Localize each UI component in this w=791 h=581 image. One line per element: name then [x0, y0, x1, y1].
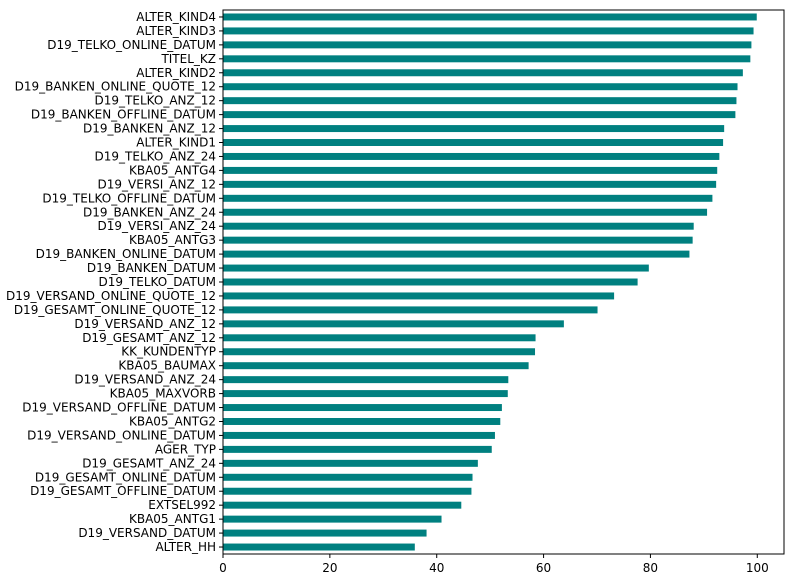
y-tick-label: KBA05_MAXVORB	[110, 387, 216, 401]
y-tick-label: D19_BANKEN_ANZ_24	[83, 205, 216, 219]
bar	[223, 529, 427, 537]
x-tick-label: 80	[643, 561, 658, 575]
y-tick-label: D19_VERSAND_ONLINE_DATUM	[27, 428, 216, 442]
y-tick-label: D19_BANKEN_ONLINE_DATUM	[36, 247, 216, 261]
bar	[223, 27, 754, 35]
y-tick-label: KK_KUNDENTYP	[121, 345, 216, 359]
bar	[223, 139, 724, 146]
bar	[223, 348, 536, 356]
y-tick-label: D19_VERSI_ANZ_24	[98, 219, 216, 233]
y-tick-label: D19_BANKEN_OFFLINE_DATUM	[31, 108, 216, 122]
x-axis: 0 20 40 60 80 100	[219, 554, 769, 575]
bar	[223, 55, 751, 63]
bar	[223, 320, 564, 328]
bar	[223, 487, 472, 495]
y-tick-label: D19_VERSAND_ONLINE_QUOTE_12	[6, 289, 216, 303]
bar	[223, 208, 708, 216]
y-tick-label: KBA05_BAUMAX	[118, 359, 216, 373]
x-tick-label: 0	[219, 561, 227, 575]
y-tick-label: KBA05_ANTG2	[129, 414, 216, 428]
bar	[223, 125, 725, 133]
bar	[223, 194, 713, 202]
bar	[223, 152, 720, 160]
bar	[223, 501, 462, 509]
y-tick-label: D19_VERSAND_ANZ_12	[74, 317, 216, 331]
y-tick-label: D19_BANKEN_DATUM	[87, 261, 216, 275]
y-axis: ALTER_KIND4ALTER_KIND3D19_TELKO_ONLINE_D…	[6, 10, 223, 554]
y-tick-label: D19_GESAMT_ANZ_12	[82, 331, 216, 345]
bar	[223, 376, 509, 384]
y-tick-label: D19_GESAMT_ANZ_24	[82, 456, 216, 470]
y-tick-label: TITEL_KZ	[160, 52, 216, 66]
y-tick-label: ALTER_HH	[155, 540, 216, 554]
y-tick-label: D19_TELKO_ONLINE_DATUM	[47, 38, 216, 52]
bar	[223, 292, 615, 300]
bar	[223, 473, 473, 481]
y-tick-label: KBA05_ANTG1	[129, 512, 216, 526]
x-tick-label: 60	[536, 561, 551, 575]
bar	[223, 180, 717, 188]
y-tick-label: D19_VERSAND_ANZ_24	[74, 373, 216, 387]
y-tick-label: D19_VERSI_ANZ_12	[98, 177, 216, 191]
bar	[223, 111, 736, 119]
y-tick-label: KBA05_ANTG3	[129, 233, 216, 247]
y-tick-label: D19_BANKEN_ONLINE_QUOTE_12	[15, 80, 216, 94]
bar	[223, 334, 536, 342]
y-tick-label: D19_TELKO_ANZ_12	[95, 94, 216, 108]
y-tick-label: D19_GESAMT_OFFLINE_DATUM	[30, 484, 216, 498]
bar	[223, 515, 442, 523]
bar	[223, 41, 752, 49]
bar	[223, 278, 638, 286]
y-tick-label: ALTER_KIND2	[136, 66, 216, 80]
y-tick-label: D19_VERSAND_DATUM	[78, 526, 216, 540]
y-tick-label: ALTER_KIND1	[136, 136, 216, 150]
bar	[223, 69, 743, 77]
bars-group	[223, 13, 757, 551]
bar	[223, 390, 508, 398]
y-tick-label: EXTSEL992	[148, 498, 216, 512]
bar	[223, 250, 690, 258]
y-tick-label: D19_GESAMT_ONLINE_QUOTE_12	[14, 303, 216, 317]
y-tick-label: ALTER_KIND4	[136, 10, 216, 24]
bar	[223, 362, 529, 370]
y-tick-label: D19_BANKEN_ANZ_12	[83, 122, 216, 136]
bar	[223, 459, 478, 467]
x-tick-label: 40	[429, 561, 444, 575]
x-tick-label: 100	[746, 561, 769, 575]
y-tick-label: D19_TELKO_OFFLINE_DATUM	[42, 191, 216, 205]
bar	[223, 83, 738, 91]
y-tick-label: D19_GESAMT_ONLINE_DATUM	[35, 470, 216, 484]
bar	[223, 264, 649, 272]
y-tick-label: ALTER_KIND3	[136, 24, 216, 38]
x-tick-label: 20	[322, 561, 337, 575]
bar	[223, 431, 495, 439]
bar	[223, 236, 693, 244]
y-tick-label: AGER_TYP	[155, 442, 216, 456]
y-tick-label: KBA05_ANTG4	[129, 163, 216, 177]
bar	[223, 418, 501, 425]
bar	[223, 222, 694, 230]
bar	[223, 306, 598, 314]
bar	[223, 543, 415, 551]
bar	[223, 445, 492, 453]
bar	[223, 13, 757, 21]
y-tick-label: D19_VERSAND_OFFLINE_DATUM	[22, 401, 216, 415]
bar	[223, 97, 737, 105]
bar	[223, 166, 718, 174]
y-tick-label: D19_TELKO_ANZ_24	[95, 149, 216, 163]
bar	[223, 404, 502, 412]
y-tick-label: D19_TELKO_DATUM	[98, 275, 216, 289]
